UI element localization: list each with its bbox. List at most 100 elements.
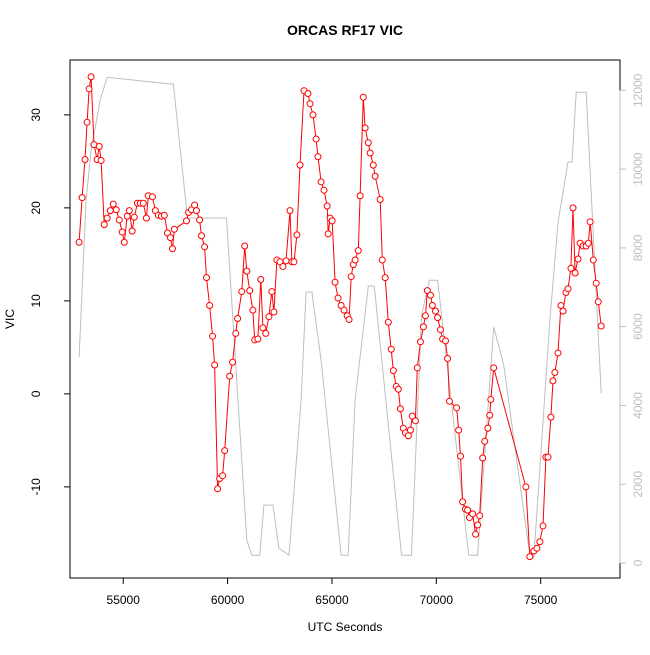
x-axis-label: UTC Seconds — [308, 620, 383, 634]
data-point — [526, 553, 534, 561]
data-point — [270, 308, 278, 316]
data-point — [364, 139, 372, 147]
data-point — [567, 264, 575, 272]
y-tick-label: -10 — [29, 478, 43, 496]
data-point — [434, 314, 442, 322]
x-tick-label: 55000 — [107, 593, 141, 607]
data-point — [323, 202, 331, 210]
y-tick-label: 0 — [29, 390, 43, 397]
y2-tick-label: 6000 — [631, 313, 645, 340]
data-point — [406, 426, 414, 434]
data-point — [268, 288, 276, 296]
data-point — [428, 302, 436, 310]
data-point — [476, 512, 484, 520]
data-point — [95, 142, 103, 150]
data-point — [243, 267, 251, 275]
data-point — [97, 156, 105, 164]
data-point — [589, 256, 597, 264]
data-point — [196, 216, 204, 224]
data-point — [324, 230, 332, 238]
x-tick-label: 65000 — [315, 593, 349, 607]
data-point — [396, 405, 404, 413]
data-point — [262, 329, 270, 337]
data-point — [254, 335, 262, 343]
data-point — [484, 424, 492, 432]
data-point — [75, 238, 83, 246]
data-point — [130, 213, 138, 221]
data-point — [170, 225, 178, 233]
data-point — [257, 275, 265, 283]
y-axis-label: VIC — [3, 309, 17, 329]
data-point — [387, 345, 395, 353]
data-point — [142, 214, 150, 222]
data-point — [317, 178, 325, 186]
data-point — [139, 199, 147, 207]
data-point — [453, 404, 461, 412]
data-point — [286, 207, 294, 215]
data-point — [290, 258, 298, 266]
data-point — [214, 485, 222, 493]
data-point — [597, 322, 605, 330]
data-point — [206, 302, 214, 310]
data-point — [464, 506, 472, 514]
data-point — [87, 73, 95, 81]
y2-tick-label: 2000 — [631, 471, 645, 498]
y2-tick-label: 0 — [631, 559, 645, 566]
data-point — [574, 255, 582, 263]
x-tick-label: 60000 — [211, 593, 245, 607]
data-point — [229, 358, 237, 366]
data-point — [182, 217, 190, 225]
data-point — [331, 278, 339, 286]
data-point — [378, 256, 386, 264]
y2-tick-label: 10000 — [631, 152, 645, 186]
data-point — [539, 522, 547, 530]
data-point — [226, 372, 234, 380]
data-point — [265, 313, 273, 321]
data-point — [345, 315, 353, 323]
y-tick-label: 30 — [29, 108, 43, 122]
data-point — [115, 216, 123, 224]
data-point — [442, 337, 450, 345]
data-point — [209, 332, 217, 340]
data-point — [455, 426, 463, 434]
data-point — [81, 156, 89, 164]
data-point — [168, 245, 176, 253]
data-point — [106, 207, 114, 215]
data-point — [312, 135, 320, 143]
data-point — [241, 242, 249, 250]
data-point — [571, 269, 579, 277]
data-point — [197, 232, 205, 240]
data-point — [211, 361, 219, 369]
data-point — [259, 324, 267, 332]
data-point — [109, 200, 117, 208]
data-point — [120, 238, 128, 246]
data-point — [103, 214, 111, 222]
data-point — [569, 204, 577, 212]
data-point — [423, 287, 431, 295]
data-point — [309, 111, 317, 119]
data-point — [221, 447, 229, 455]
data-point — [486, 411, 494, 419]
data-point — [544, 453, 552, 461]
data-point — [413, 364, 421, 372]
data-point — [314, 153, 322, 161]
data-point — [584, 239, 592, 247]
data-point — [354, 247, 362, 255]
data-point — [416, 338, 424, 346]
x-tick-label: 75000 — [524, 593, 558, 607]
data-point — [479, 454, 487, 462]
data-point — [469, 510, 477, 518]
data-point — [320, 186, 328, 194]
data-point — [296, 161, 304, 169]
data-point — [490, 364, 498, 372]
data-point — [389, 367, 397, 375]
data-point — [203, 274, 211, 282]
x-tick-label: 70000 — [420, 593, 454, 607]
data-point — [481, 437, 489, 445]
data-point — [549, 377, 557, 385]
data-point — [586, 218, 594, 226]
data-point — [112, 206, 120, 214]
data-point — [234, 315, 242, 323]
data-point — [421, 312, 429, 320]
